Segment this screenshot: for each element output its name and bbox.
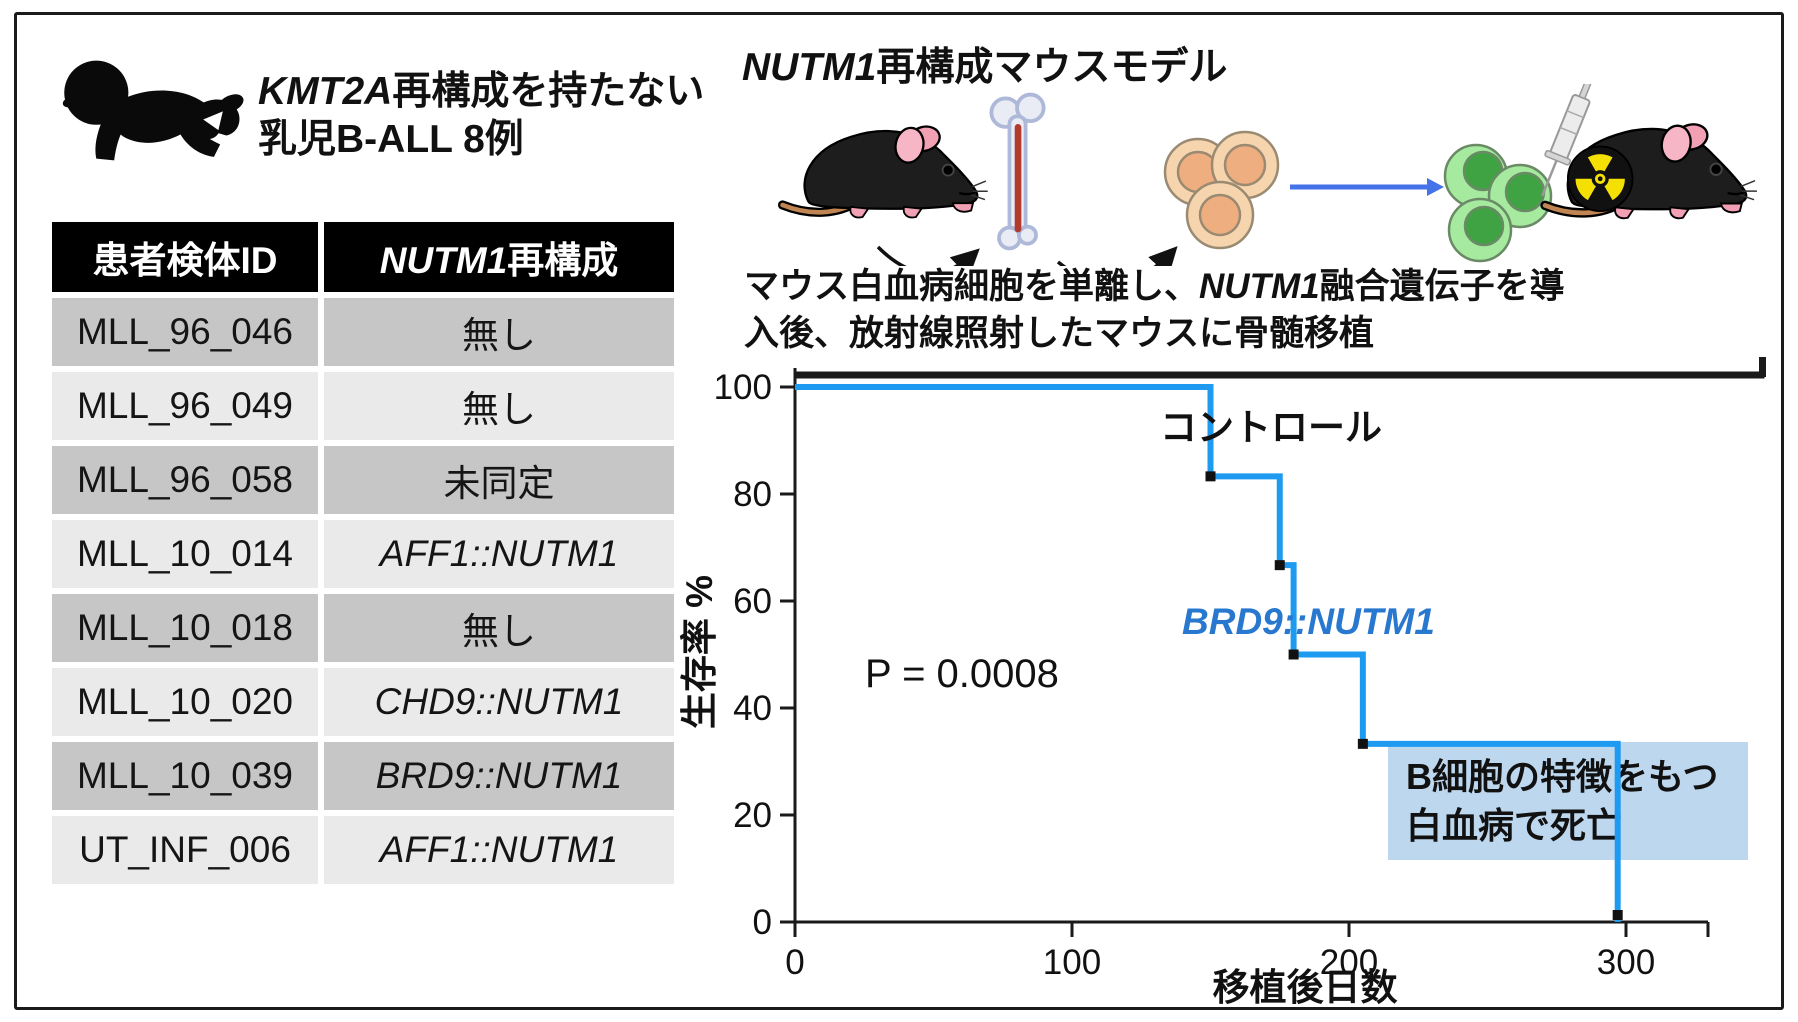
fusion-status-cell: AFF1::NUTM1 (324, 816, 674, 884)
gene-nutm1: NUTM1 (1199, 267, 1320, 306)
fusion-status-cell: 未同定 (324, 446, 674, 514)
patient-id-cell: UT_INF_006 (52, 816, 318, 884)
patient-id-cell: MLL_96_049 (52, 372, 318, 440)
control-series-label: コントロール (1160, 407, 1382, 448)
curved-arrow-icon (1056, 246, 1178, 266)
radiation-icon (1566, 145, 1634, 213)
table-row: MLL_96_049 無し (52, 372, 674, 440)
patient-id-cell: MLL_10_039 (52, 742, 318, 810)
brd9-series-label: BRD9::NUTM1 (1182, 601, 1435, 642)
event-marker (1205, 471, 1216, 482)
patient-table-head: 患者検体ID NUTM1再構成 (52, 222, 674, 292)
patient-id-cell: MLL_10_014 (52, 520, 318, 588)
y-axis-labels: 100 80 60 40 20 0 (714, 368, 772, 942)
baby-icon (62, 60, 244, 161)
y-axis-ticks (780, 385, 795, 924)
x-axis-ticks (793, 922, 1710, 937)
svg-text:40: 40 (733, 689, 772, 728)
p-value-label: P = 0.0008 (865, 652, 1059, 696)
table-row: MLL_96_058 未同定 (52, 446, 674, 514)
svg-text:300: 300 (1597, 943, 1655, 982)
x-axis-title: 移植後日数 (1213, 967, 1398, 1008)
svg-text:100: 100 (1043, 943, 1101, 982)
gene-kmt2a: KMT2A (258, 70, 393, 113)
y-axis-title: 生存率 % (679, 575, 720, 729)
irradiated-mouse-icon (1545, 121, 1757, 218)
km-curves (795, 357, 1766, 922)
svg-text:80: 80 (733, 475, 772, 514)
svg-text:0: 0 (785, 943, 804, 982)
leukemia-cells-icon (1163, 130, 1280, 250)
annotation-line2: 白血病で死亡 (1406, 805, 1622, 846)
patient-table-body: MLL_96_046 無し MLL_96_049 無し MLL_96_058 未同定 MLL… (52, 298, 674, 884)
table-row: MLL_10_014 AFF1::NUTM1 (52, 520, 674, 588)
table-row: MLL_96_046 無し (52, 298, 674, 366)
mouse-model-title: NUTM1再構成マウスモデル (742, 46, 1228, 89)
syringe-icon (1541, 84, 1597, 197)
svg-text:200: 200 (1320, 943, 1378, 982)
transfer-arrow-icon (1290, 178, 1444, 196)
x-axis-labels: 0 100 200 300 (785, 943, 1655, 982)
event-marker (1288, 649, 1299, 660)
fusion-status-cell: 無し (324, 372, 674, 440)
fusion-status-cell: 無し (324, 298, 674, 366)
event-marker (1612, 910, 1623, 920)
fusion-status-cell: AFF1::NUTM1 (324, 520, 674, 588)
left-panel-title-line2: 乳児B-ALL 8例 (258, 117, 524, 161)
survival-chart: B細胞の特徴をもつ 白血病で死亡 100 80 60 40 20 0 生存率 %… (679, 357, 1766, 1008)
donor-mouse-icon (783, 123, 988, 217)
svg-text:60: 60 (733, 582, 772, 621)
svg-text:100: 100 (714, 368, 772, 407)
km-series-line (795, 384, 1621, 922)
svg-text:20: 20 (733, 796, 772, 835)
fusion-status-cell: CHD9::NUTM1 (324, 668, 674, 736)
fusion-status-cell: BRD9::NUTM1 (324, 742, 674, 810)
table-row: UT_INF_006 AFF1::NUTM1 (52, 816, 674, 884)
patient-id-cell: MLL_10_020 (52, 668, 318, 736)
patient-id-cell: MLL_96_046 (52, 298, 318, 366)
model-caption: マウス白血病細胞を単離し、NUTM1融合遺伝子を導 入後、放射線照射したマウスに… (744, 267, 1565, 353)
annotation-line1: B細胞の特徴をもつ (1406, 756, 1719, 797)
patient-id-cell: MLL_96_058 (52, 446, 318, 514)
annotation-box (1388, 742, 1748, 860)
patient-table: 患者検体ID NUTM1再構成 MLL_96_046 無し MLL_96_049 無し… (46, 216, 680, 890)
table-row: MLL_10_018 無し (52, 594, 674, 662)
table-row: MLL_10_020 CHD9::NUTM1 (52, 668, 674, 736)
left-panel-title: KMT2A再構成を持たない 乳児B-ALL 8例 (258, 70, 705, 161)
bone-icon (989, 92, 1046, 251)
fusion-status-cell: 無し (324, 594, 674, 662)
event-marker (1357, 738, 1368, 749)
left-panel-header: KMT2A再構成を持たない 乳児B-ALL 8例 (50, 46, 704, 184)
column-header-patient-id: 患者検体ID (52, 222, 318, 292)
curved-arrow-icon (876, 245, 980, 266)
patient-id-cell: MLL_10_018 (52, 594, 318, 662)
column-header-nutm1: NUTM1再構成 (324, 222, 674, 292)
svg-text:0: 0 (753, 903, 772, 942)
event-marker (1274, 560, 1285, 571)
gene-nutm1: NUTM1 (742, 46, 877, 89)
mouse-model-diagram (728, 84, 1790, 266)
table-row: MLL_10_039 BRD9::NUTM1 (52, 742, 674, 810)
transduced-cells-icon (1443, 143, 1553, 263)
